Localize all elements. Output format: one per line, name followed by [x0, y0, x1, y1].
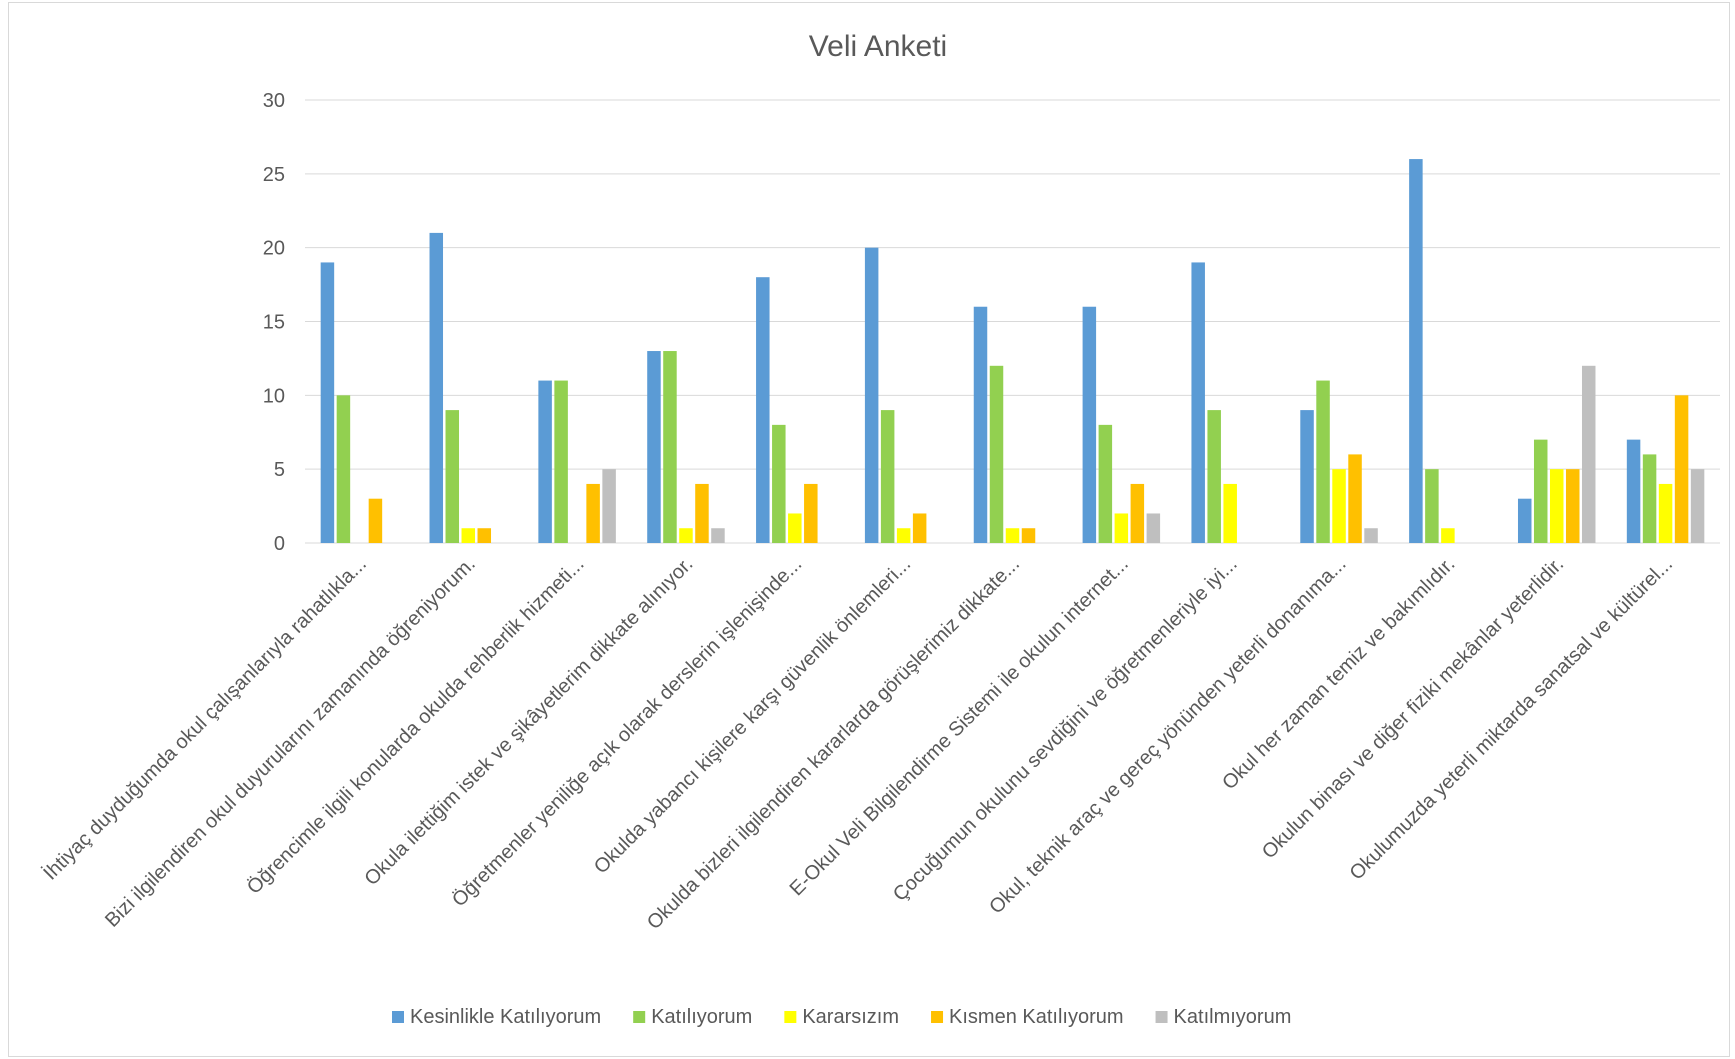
y-tick-label: 5	[274, 459, 285, 481]
x-tick-label: Okulda bizleri ilgilendiren kararlarda g…	[643, 553, 1024, 934]
legend-label: Kararsızım	[802, 1006, 899, 1028]
y-tick-label: 20	[263, 238, 285, 260]
x-tick-label: Bizi ilgilendiren okul duyurularını zama…	[101, 553, 480, 932]
bar	[1658, 483, 1673, 543]
bar	[1191, 262, 1205, 543]
bar	[1642, 454, 1657, 543]
bar	[1549, 469, 1564, 543]
bar	[663, 351, 677, 543]
bar	[1207, 410, 1221, 543]
y-axis-ticks: 0 5 10 15 20 25 30	[263, 90, 285, 555]
bar	[336, 395, 351, 543]
bar	[1425, 469, 1439, 543]
x-tick-label: Okul her zaman temiz ve bakımlıdır.	[1218, 553, 1459, 794]
y-tick-label: 25	[263, 164, 285, 186]
bars	[320, 159, 1705, 544]
bar	[1130, 483, 1145, 543]
bar	[602, 469, 616, 543]
bar	[864, 247, 879, 543]
bar	[1021, 528, 1036, 543]
x-tick-label: Okul, teknik araç ve gereç yönünden yete…	[985, 553, 1350, 918]
bar	[1364, 528, 1378, 543]
bar	[1300, 410, 1314, 543]
bar	[804, 483, 818, 543]
bar	[1626, 439, 1641, 543]
bar	[1082, 306, 1097, 543]
bar	[1114, 513, 1129, 543]
x-axis-labels: İhtiyaç duyduğumda okul çalışanlarıyla r…	[39, 552, 1677, 934]
bar	[772, 424, 786, 543]
bar	[711, 528, 725, 543]
bar	[1223, 483, 1237, 543]
bar	[647, 351, 661, 543]
bar	[1581, 365, 1596, 543]
bar	[973, 306, 988, 543]
bar	[756, 277, 770, 543]
bar	[1316, 380, 1330, 543]
y-tick-label: 0	[274, 533, 285, 555]
y-tick-label: 30	[263, 90, 285, 112]
bar	[1441, 528, 1455, 543]
y-tick-label: 10	[263, 385, 285, 407]
y-tick-label: 15	[263, 312, 285, 334]
bar	[989, 365, 1004, 543]
bar	[1674, 395, 1689, 543]
bar	[679, 528, 693, 543]
bar	[445, 410, 460, 543]
bar	[880, 410, 895, 543]
legend-swatch	[1155, 1011, 1168, 1023]
bar	[1348, 454, 1362, 543]
bar	[788, 513, 802, 543]
bar	[1565, 469, 1580, 543]
bar	[554, 380, 568, 543]
gridlines	[305, 99, 1720, 544]
legend-label: Kısmen Katılıyorum	[949, 1006, 1124, 1028]
legend-label: Katılmıyorum	[1174, 1006, 1292, 1028]
legend-swatch	[633, 1011, 646, 1023]
bar	[1517, 498, 1532, 543]
bar	[477, 528, 492, 543]
bar	[1409, 159, 1423, 544]
legend-label: Kesinlikle Katılıyorum	[410, 1006, 601, 1028]
bar	[461, 528, 476, 543]
bar	[695, 483, 709, 543]
legend-swatch	[784, 1011, 797, 1023]
chart-title: Veli Anketi	[809, 30, 947, 63]
bar	[1098, 424, 1113, 543]
legend: Kesinlikle Katılıyorum Katılıyorum Kararsı…	[392, 1006, 1291, 1028]
bar	[368, 498, 383, 543]
legend-swatch	[392, 1011, 404, 1023]
bar	[1332, 469, 1346, 543]
bar	[1690, 469, 1705, 543]
legend-swatch	[931, 1011, 944, 1023]
bar	[1146, 513, 1161, 543]
bar	[538, 380, 552, 543]
bar	[896, 528, 911, 543]
bar	[1533, 439, 1548, 543]
bar	[429, 232, 444, 543]
bar	[586, 483, 600, 543]
bar	[1005, 528, 1020, 543]
bar	[912, 513, 927, 543]
legend-label: Katılıyorum	[651, 1006, 752, 1028]
bar	[320, 262, 335, 543]
